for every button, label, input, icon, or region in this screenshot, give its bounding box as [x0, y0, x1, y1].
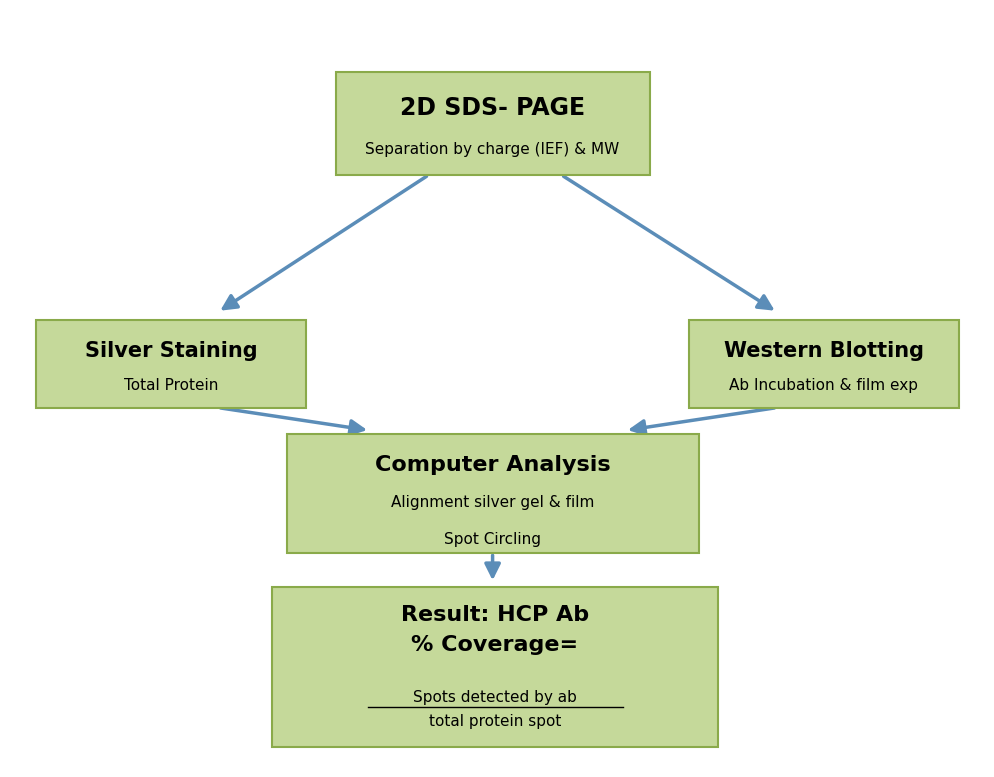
- FancyBboxPatch shape: [688, 320, 957, 408]
- Text: total protein spot: total protein spot: [428, 714, 561, 729]
- Text: Western Blotting: Western Blotting: [723, 340, 922, 361]
- FancyBboxPatch shape: [37, 320, 306, 408]
- Text: Ab Incubation & film exp: Ab Incubation & film exp: [729, 378, 917, 393]
- FancyBboxPatch shape: [286, 434, 698, 552]
- Text: 2D SDS- PAGE: 2D SDS- PAGE: [400, 96, 584, 120]
- Text: Spots detected by ab: Spots detected by ab: [413, 690, 577, 705]
- Text: Separation by charge (IEF) & MW: Separation by charge (IEF) & MW: [365, 141, 619, 157]
- Text: Alignment silver gel & film: Alignment silver gel & film: [391, 496, 593, 510]
- Text: Total Protein: Total Protein: [124, 378, 219, 393]
- FancyBboxPatch shape: [271, 587, 718, 747]
- Text: Spot Circling: Spot Circling: [443, 532, 541, 547]
- FancyBboxPatch shape: [335, 71, 649, 175]
- Text: Computer Analysis: Computer Analysis: [375, 455, 609, 475]
- Text: Result: HCP Ab
% Coverage=: Result: HCP Ab % Coverage=: [401, 605, 588, 655]
- Text: Silver Staining: Silver Staining: [84, 340, 257, 361]
